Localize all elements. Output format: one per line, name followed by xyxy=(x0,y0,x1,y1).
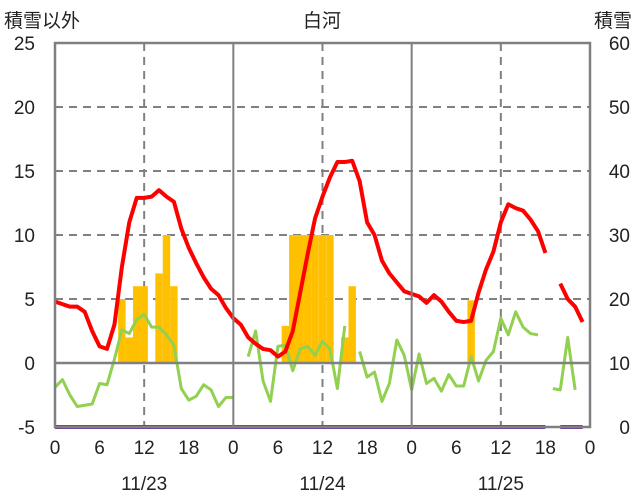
right-tick-label: 20 xyxy=(609,290,630,311)
right-tick-label: 40 xyxy=(609,162,630,183)
right-tick-label: 0 xyxy=(619,418,630,439)
precip-bar xyxy=(125,337,134,363)
left-tick-label: -5 xyxy=(18,418,35,439)
precip-bar xyxy=(467,300,475,363)
x-tick-label: 0 xyxy=(585,438,596,459)
left-tick-label: 20 xyxy=(14,98,35,119)
left-tick-label: 10 xyxy=(14,226,35,247)
plot-border xyxy=(53,41,592,429)
left-tick-label: 15 xyxy=(14,162,35,183)
red-series-line xyxy=(558,282,585,323)
precip-bar xyxy=(162,235,171,363)
precip-bar xyxy=(155,273,163,363)
precip-bar xyxy=(311,235,319,363)
x-tick-label: 0 xyxy=(50,438,61,459)
x-tick-label: 6 xyxy=(94,438,105,459)
green-series-line xyxy=(53,312,234,409)
precip-bar xyxy=(348,286,356,363)
precip-bar xyxy=(289,235,297,363)
precip-bar xyxy=(341,337,349,363)
precip-bar xyxy=(318,235,327,363)
x-tick-label: 18 xyxy=(178,438,199,459)
right-tick-label: 50 xyxy=(609,98,630,119)
right-axis-title: 積雪 xyxy=(594,10,632,32)
right-tick-label: 60 xyxy=(609,34,630,55)
precip-bar xyxy=(170,286,178,363)
left-tick-label: 25 xyxy=(14,34,35,55)
x-tick-label: 18 xyxy=(357,438,378,459)
x-tick-label: 18 xyxy=(535,438,556,459)
date-label: 11/25 xyxy=(478,474,524,495)
left-axis-title: 積雪以外 xyxy=(4,10,80,32)
date-label: 11/23 xyxy=(121,474,167,495)
plot-frame xyxy=(53,41,592,429)
precip-bar xyxy=(326,235,334,363)
green-series-line xyxy=(246,325,347,403)
x-tick-label: 12 xyxy=(312,438,333,459)
precip-bar xyxy=(140,286,148,363)
chart-title: 白河 xyxy=(303,10,341,32)
left-tick-label: 0 xyxy=(24,354,35,375)
red-series-line xyxy=(54,158,548,359)
right-tick-label: 30 xyxy=(609,226,630,247)
x-tick-label: 0 xyxy=(406,438,417,459)
left-tick-label: 5 xyxy=(24,290,35,311)
x-tick-label: 6 xyxy=(273,438,284,459)
x-tick-label: 6 xyxy=(451,438,462,459)
right-tick-label: 10 xyxy=(609,354,630,375)
date-label: 11/24 xyxy=(299,474,346,495)
x-tick-label: 0 xyxy=(228,438,239,459)
x-tick-label: 12 xyxy=(134,438,155,459)
precip-bar xyxy=(133,286,141,363)
x-tick-label: 12 xyxy=(490,438,511,459)
precip-bar xyxy=(303,235,312,363)
green-series-line xyxy=(358,310,539,403)
